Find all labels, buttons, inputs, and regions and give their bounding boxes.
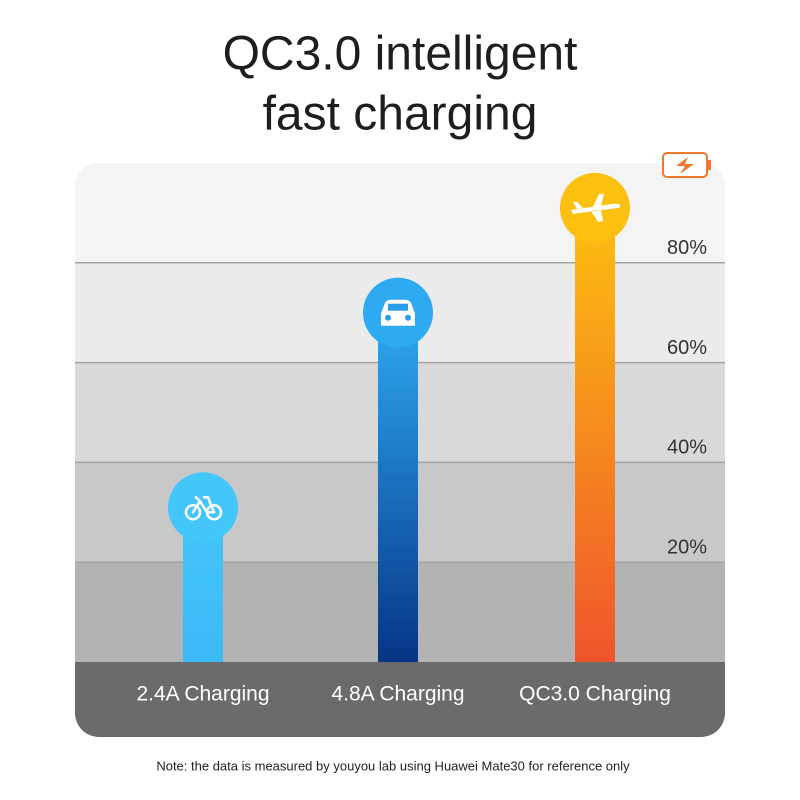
chart-title: QC3.0 intelligent bbox=[223, 28, 578, 81]
icon-part bbox=[388, 303, 408, 311]
x-tick-label: QC3.0 Charging bbox=[519, 683, 671, 706]
bar-group bbox=[560, 172, 630, 662]
icon-part bbox=[571, 193, 621, 222]
y-tick-label: 40% bbox=[667, 437, 707, 459]
x-tick-label: 2.4A Charging bbox=[136, 683, 269, 706]
chart-title: fast charging bbox=[263, 88, 538, 141]
bar bbox=[575, 207, 615, 662]
icon-part bbox=[191, 496, 216, 514]
footnote: Note: the data is measured by youyou lab… bbox=[156, 758, 630, 773]
y-tick-label: 20% bbox=[667, 536, 707, 558]
plot-area bbox=[75, 163, 725, 737]
y-tick-label: 60% bbox=[667, 337, 707, 359]
bar-group bbox=[363, 277, 433, 662]
bar-group bbox=[168, 472, 238, 662]
icon-part bbox=[381, 299, 415, 326]
icon-part bbox=[405, 314, 411, 321]
icon-part bbox=[385, 314, 391, 321]
bar bbox=[378, 312, 418, 662]
icon-part bbox=[184, 504, 202, 521]
x-tick-label: 4.8A Charging bbox=[331, 683, 464, 706]
battery-icon bbox=[662, 152, 711, 178]
category-band bbox=[75, 662, 725, 737]
y-tick-label: 80% bbox=[667, 237, 707, 259]
